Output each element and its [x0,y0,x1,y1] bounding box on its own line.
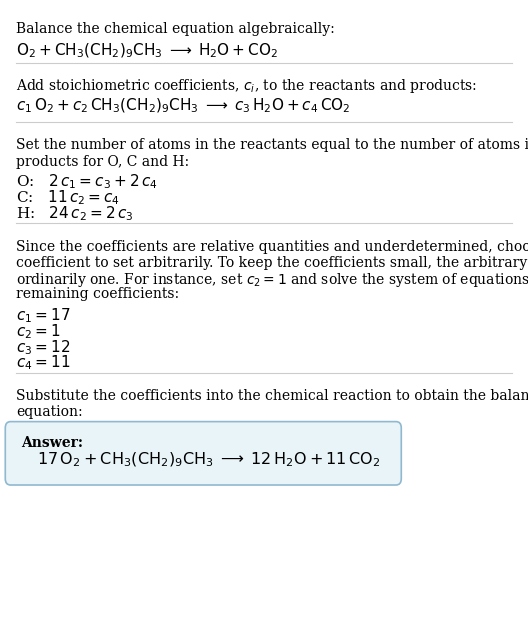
Text: ordinarily one. For instance, set $c_2 = 1$ and solve the system of equations fo: ordinarily one. For instance, set $c_2 =… [16,271,528,289]
Text: Answer:: Answer: [21,436,83,450]
Text: equation:: equation: [16,405,82,419]
Text: Since the coefficients are relative quantities and underdetermined, choose a: Since the coefficients are relative quan… [16,240,528,254]
Text: H:   $24\,c_2 = 2\,c_3$: H: $24\,c_2 = 2\,c_3$ [16,204,134,223]
FancyBboxPatch shape [5,422,401,485]
Text: $c_2 = 1$: $c_2 = 1$ [16,322,60,340]
Text: $c_1 = 17$: $c_1 = 17$ [16,306,70,325]
Text: Set the number of atoms in the reactants equal to the number of atoms in the: Set the number of atoms in the reactants… [16,138,528,152]
Text: coefficient to set arbitrarily. To keep the coefficients small, the arbitrary va: coefficient to set arbitrarily. To keep … [16,256,528,269]
Text: $c_3 = 12$: $c_3 = 12$ [16,338,70,356]
Text: Balance the chemical equation algebraically:: Balance the chemical equation algebraica… [16,22,335,36]
Text: C:   $11\,c_2 = c_4$: C: $11\,c_2 = c_4$ [16,188,120,207]
Text: products for O, C and H:: products for O, C and H: [16,155,189,169]
Text: $c_4 = 11$: $c_4 = 11$ [16,354,70,372]
Text: $\mathrm{O_2 + CH_3(CH_2)_9CH_3 \;\longrightarrow\; H_2O + CO_2}$: $\mathrm{O_2 + CH_3(CH_2)_9CH_3 \;\longr… [16,41,278,60]
Text: $c_1\,\mathrm{O_2} + c_2\,\mathrm{CH_3(CH_2)_9CH_3} \;\longrightarrow\; c_3\,\ma: $c_1\,\mathrm{O_2} + c_2\,\mathrm{CH_3(C… [16,96,351,115]
Text: $17\,\mathrm{O_2} + \mathrm{CH_3(CH_2)_9CH_3} \;\longrightarrow\; 12\,\mathrm{H_: $17\,\mathrm{O_2} + \mathrm{CH_3(CH_2)_9… [37,450,381,469]
Text: Add stoichiometric coefficients, $c_i$, to the reactants and products:: Add stoichiometric coefficients, $c_i$, … [16,77,477,95]
Text: remaining coefficients:: remaining coefficients: [16,287,179,301]
Text: Substitute the coefficients into the chemical reaction to obtain the balanced: Substitute the coefficients into the che… [16,389,528,403]
Text: O:   $2\,c_1 = c_3 + 2\,c_4$: O: $2\,c_1 = c_3 + 2\,c_4$ [16,172,157,191]
